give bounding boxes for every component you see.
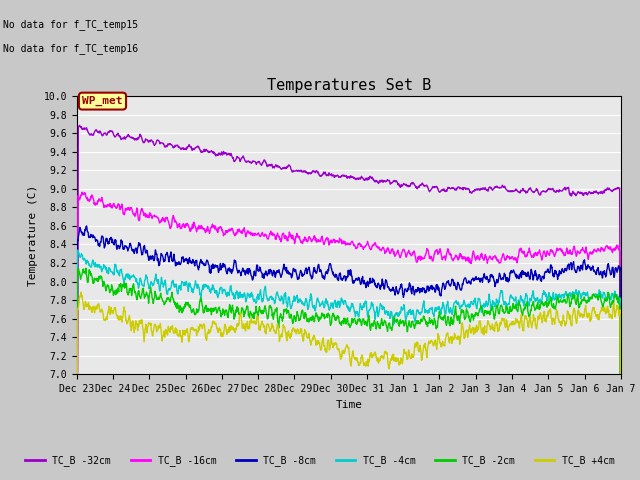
Title: Temperatures Set B: Temperatures Set B [267,78,431,94]
Y-axis label: Temperature (C): Temperature (C) [28,185,38,286]
Text: WP_met: WP_met [82,96,123,106]
Legend: TC_B -32cm, TC_B -16cm, TC_B -8cm, TC_B -4cm, TC_B -2cm, TC_B +4cm: TC_B -32cm, TC_B -16cm, TC_B -8cm, TC_B … [21,452,619,470]
Text: No data for f_TC_temp15: No data for f_TC_temp15 [3,19,138,30]
Text: No data for f_TC_temp16: No data for f_TC_temp16 [3,43,138,54]
X-axis label: Time: Time [335,400,362,409]
